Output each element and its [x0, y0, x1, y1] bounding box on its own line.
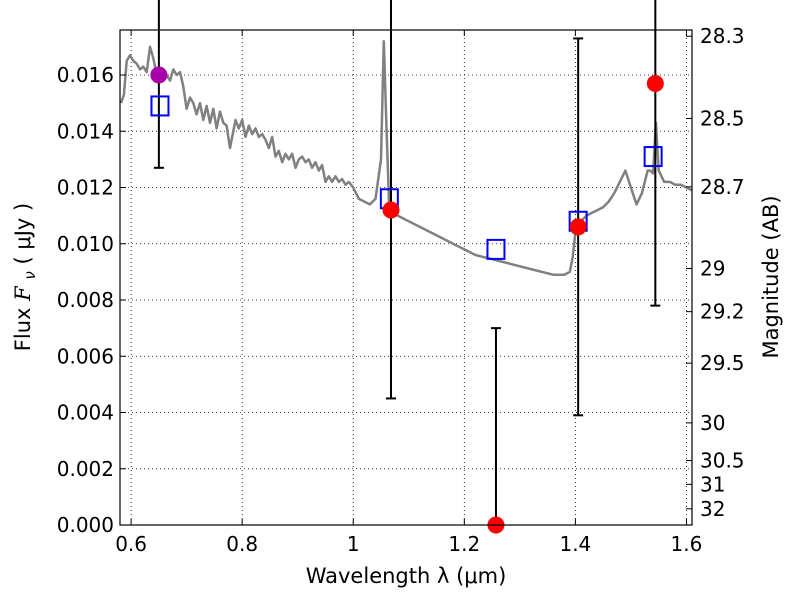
sed-model-line [119, 40, 693, 276]
model-photometry-marker [486, 238, 506, 260]
y-tick-label: 0.012 [57, 176, 114, 200]
grid-lines [120, 30, 692, 525]
x-axis: 0.6 0.8 1 1.2 1.4 1.6 [115, 30, 702, 556]
plot-frame [119, 29, 693, 526]
y-axis-label-unit: ( μJy ) [11, 203, 35, 265]
magnitude-tick-label: 28.3 [700, 24, 745, 48]
x-tick-label: 0.6 [115, 532, 147, 556]
magnitude-tick-label: 31 [700, 472, 725, 496]
magnitude-tick-label: 29.5 [700, 351, 745, 375]
magnitude-axis-label: Magnitude (AB) [759, 195, 783, 358]
y-tick-label: 0.016 [57, 63, 114, 87]
y-axis-label: Flux F ν ( μJy ) [11, 203, 40, 351]
x-tick-label: 1.4 [559, 532, 591, 556]
x-tick-label: 1.2 [448, 532, 480, 556]
series-layer [119, 0, 693, 534]
y-tick-label: 0.002 [57, 457, 114, 481]
magnitude-tick-label: 29.2 [700, 300, 745, 324]
y-axis-label-subscript: ν [21, 271, 39, 279]
magnitude-tick-label: 29 [700, 256, 725, 280]
magnitude-tick-label: 28.5 [700, 106, 745, 130]
observed-photometry-marker [150, 66, 168, 84]
y-tick-label: 0.000 [57, 513, 114, 537]
x-tick-label: 1 [347, 532, 360, 556]
observed-photometry-marker [382, 201, 400, 219]
y-axis-label-symbol: F [11, 285, 35, 302]
observed-photometry-marker [646, 74, 664, 92]
x-tick-label: 0.8 [226, 532, 258, 556]
x-tick-label: 1.6 [671, 532, 703, 556]
observed-photometry-marker [569, 218, 587, 236]
magnitude-tick-label: 30 [700, 411, 725, 435]
y-tick-label: 0.014 [57, 119, 114, 143]
x-axis-label: Wavelength λ (μm) [306, 564, 507, 588]
y-axis-label-prefix: Flux [11, 301, 35, 351]
magnitude-tick-label: 30.5 [700, 449, 745, 473]
model-photometry-marker [643, 146, 663, 168]
y-axis: 0.000 0.002 0.004 0.006 0.008 0.010 0.012 0.014… [57, 63, 126, 537]
magnitude-tick-label: 28.7 [700, 175, 745, 199]
model-photometry-marker [150, 95, 170, 117]
y-tick-label: 0.010 [57, 232, 114, 256]
magnitude-tick-label: 32 [700, 497, 725, 521]
y-tick-label: 0.004 [57, 401, 114, 425]
y-tick-label: 0.008 [57, 288, 114, 312]
y-tick-label: 0.006 [57, 344, 114, 368]
